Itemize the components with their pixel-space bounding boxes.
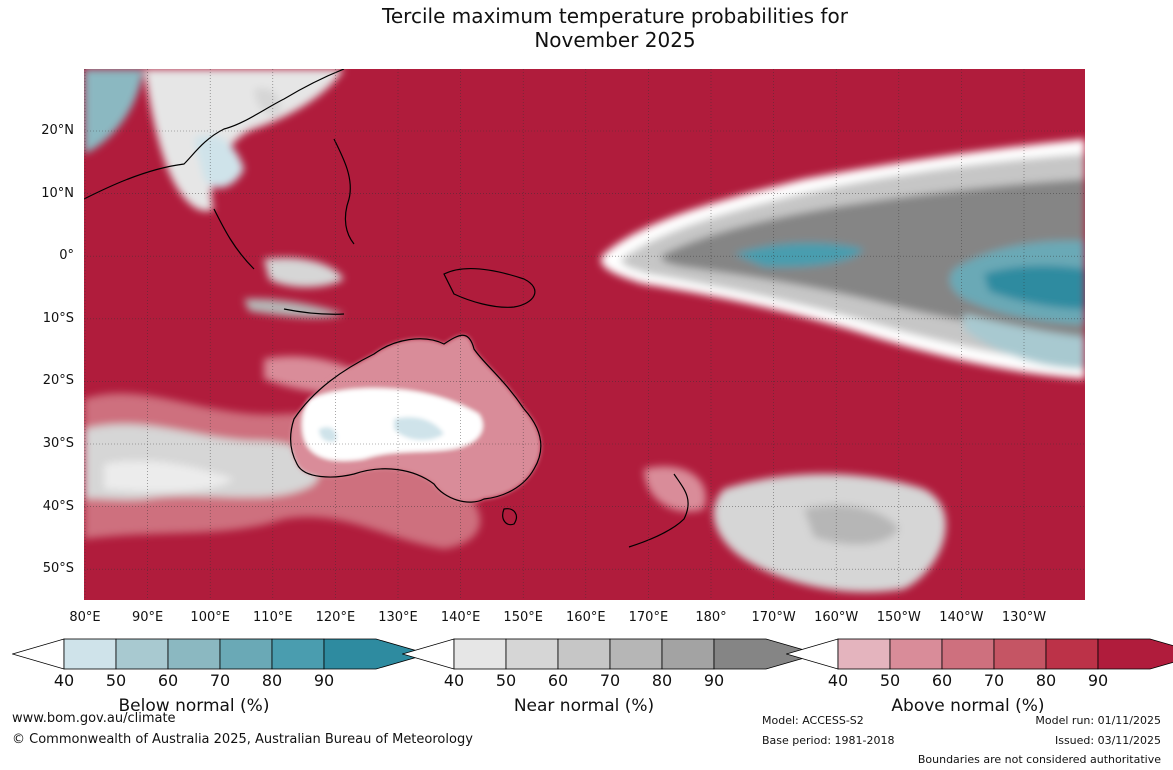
colorbar-bin	[219, 638, 273, 670]
lat-label: 50°S	[42, 561, 74, 577]
footer-url[interactable]: www.bom.gov.au/climate	[12, 711, 176, 726]
colorbar-low-extension	[12, 638, 65, 670]
lon-label: 80°E	[69, 610, 101, 625]
chart-title: Tercile maximum temperature probabilitie…	[0, 4, 1173, 52]
title-line-2: November 2025	[534, 28, 696, 52]
colorbar-bin	[837, 638, 891, 670]
colorbar-title: Above normal (%)	[891, 696, 1045, 716]
footer-issued: Issued: 03/11/2025	[1054, 734, 1161, 747]
colorbar-tick: 50	[495, 671, 517, 690]
footer-disclaimer: Boundaries are not considered authoritat…	[917, 753, 1161, 766]
colorbar-tick: 90	[703, 671, 725, 690]
lon-label: 130°W	[1001, 610, 1047, 625]
colorbar-graphic	[12, 638, 430, 670]
colorbar-tick: 70	[983, 671, 1005, 690]
colorbar-bin	[167, 638, 221, 670]
lat-label: 40°S	[42, 498, 74, 514]
colorbar-high-extension	[323, 638, 430, 670]
lat-label: 0°	[59, 248, 74, 264]
footer-model: Model: ACCESS-S2	[762, 714, 864, 727]
lon-label: 170°E	[628, 610, 669, 625]
colorbar-tick: 60	[547, 671, 569, 690]
colorbar-tick: 40	[443, 671, 465, 690]
lon-label: 100°E	[190, 610, 230, 625]
colorbar-tick: 80	[651, 671, 673, 690]
lon-label: 140°E	[440, 610, 481, 625]
colorbar-bin	[63, 638, 117, 670]
colorbar-low-extension	[786, 638, 839, 670]
lon-label: 180°	[695, 610, 727, 625]
colorbar-graphic	[402, 638, 820, 670]
lon-label: 170°W	[751, 610, 796, 625]
lat-label: 10°N	[41, 185, 74, 201]
colorbar-tick: 80	[1035, 671, 1057, 690]
colorbar-graphic	[786, 638, 1173, 670]
footer-model-run: Model run: 01/11/2025	[1035, 714, 1161, 727]
colorbar-tick: 50	[879, 671, 901, 690]
lon-label: 130°E	[378, 610, 418, 625]
colorbar-bin	[609, 638, 663, 670]
colorbar-tick: 80	[261, 671, 283, 690]
colorbar-high-extension	[713, 638, 820, 670]
colorbar-bin	[271, 638, 325, 670]
footer-copyright: © Commonwealth of Australia 2025, Austra…	[12, 732, 473, 747]
footer-base-period: Base period: 1981-2018	[762, 734, 895, 747]
colorbar-tick: 40	[53, 671, 75, 690]
colorbar-tick: 60	[931, 671, 953, 690]
probability-map[interactable]	[84, 69, 1085, 600]
colorbar-bin	[993, 638, 1047, 670]
colorbar-tick: 90	[1087, 671, 1109, 690]
lat-label: 20°S	[42, 373, 74, 389]
colorbar-tick: 70	[599, 671, 621, 690]
colorbar-tick: 60	[157, 671, 179, 690]
colorbar-low-extension	[402, 638, 455, 670]
lon-label: 160°W	[814, 610, 859, 625]
colorbar-bin	[1045, 638, 1099, 670]
colorbar-tick: 90	[313, 671, 335, 690]
lon-label: 160°E	[566, 610, 606, 625]
southern-ocean-anomalies	[84, 356, 946, 593]
australia	[290, 335, 541, 503]
colorbar-bin	[505, 638, 559, 670]
lon-label: 150°W	[876, 610, 921, 625]
lon-label: 140°W	[939, 610, 984, 625]
coastlines	[84, 69, 689, 548]
colorbar-bin	[941, 638, 995, 670]
colorbar-tick: 70	[209, 671, 231, 690]
lon-label: 120°E	[315, 610, 356, 625]
colorbar-bin	[453, 638, 507, 670]
lon-label: 110°E	[253, 610, 293, 625]
colorbar-bin	[889, 638, 943, 670]
lon-label: 90°E	[131, 610, 164, 625]
colorbar-bin	[115, 638, 169, 670]
colorbar-bin	[557, 638, 611, 670]
colorbar-tick: 50	[105, 671, 127, 690]
asia-anomalies	[84, 69, 344, 318]
colorbar-high-extension	[1097, 638, 1173, 670]
graticule	[84, 69, 1085, 600]
lat-label: 30°S	[42, 436, 74, 451]
colorbar-title: Below normal (%)	[118, 696, 270, 716]
lat-label: 20°N	[41, 123, 74, 138]
lat-label: 10°S	[42, 310, 74, 326]
lon-label: 150°E	[503, 610, 543, 625]
colorbar-bin	[661, 638, 715, 670]
colorbar-title: Near normal (%)	[513, 696, 655, 716]
title-line-1: Tercile maximum temperature probabilitie…	[382, 4, 848, 28]
colorbar-tick: 40	[827, 671, 849, 690]
